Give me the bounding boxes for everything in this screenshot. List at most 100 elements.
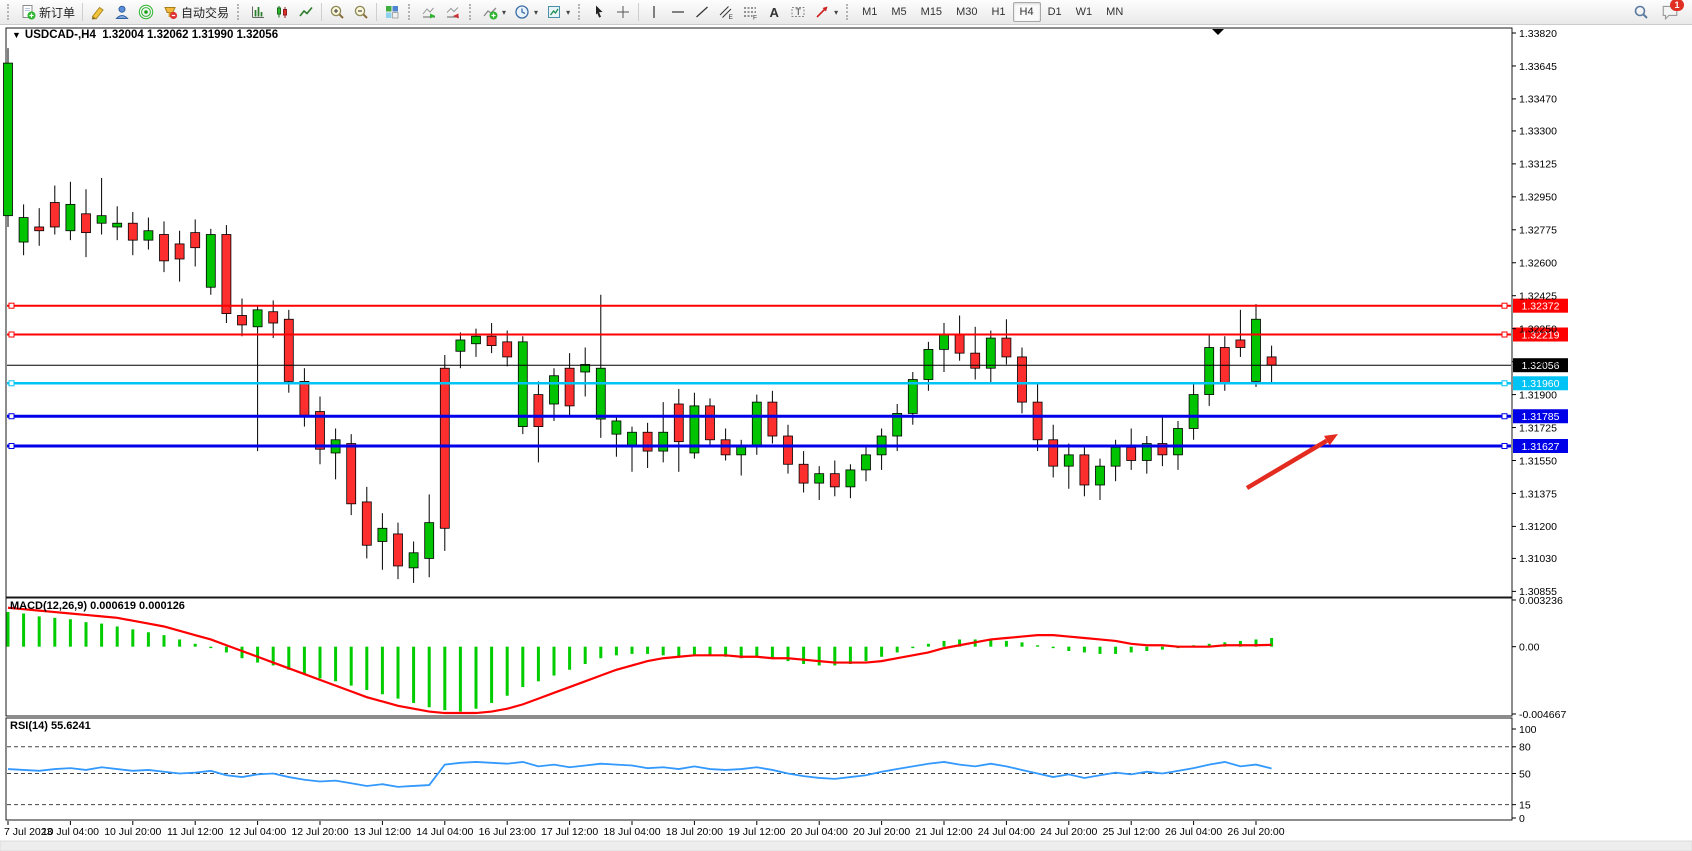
zoom-in-button[interactable] <box>325 1 349 24</box>
candle-body <box>1251 318 1261 382</box>
timeframe-button-d1[interactable]: D1 <box>1047 6 1062 18</box>
auto-scroll-icon <box>421 4 437 20</box>
timeframe-button-h4[interactable]: H4 <box>1012 2 1041 22</box>
macd-histogram-bar <box>552 646 556 676</box>
candle-body <box>424 522 435 559</box>
auto-scroll-button[interactable] <box>417 1 441 24</box>
date-axis-label: 14 Jul 04:00 <box>416 826 473 838</box>
macd-axis-label: 0.00 <box>1519 641 1540 653</box>
text-button[interactable]: A <box>762 1 786 24</box>
chart-collapse-icon[interactable]: ▼ <box>12 30 21 40</box>
date-axis-label: 7 Jul 2023 <box>4 826 53 838</box>
rsi-axis-label: 15 <box>1519 799 1531 811</box>
timeframe-button-mn[interactable]: MN <box>1106 6 1124 18</box>
timeframe-button-h1[interactable]: H1 <box>991 6 1006 18</box>
crosshair-button[interactable] <box>611 1 635 24</box>
price-line-handle[interactable] <box>8 442 15 449</box>
price-line-handle[interactable] <box>8 380 15 387</box>
line-chart-button[interactable] <box>294 1 318 24</box>
price-line-handle[interactable] <box>1501 302 1508 309</box>
new-order-button[interactable]: 新订单 <box>16 1 79 24</box>
timeframe-button-m30[interactable]: M30 <box>956 6 978 18</box>
text-label-button[interactable]: T <box>786 1 810 24</box>
rsi-pane[interactable] <box>5 717 1513 821</box>
macd-histogram-bar <box>1129 646 1133 653</box>
candle-body <box>205 234 216 288</box>
chat-button[interactable]: 1 <box>1661 0 1684 21</box>
chart-shift-marker-icon[interactable] <box>1212 29 1224 35</box>
cursor-button[interactable] <box>587 1 611 24</box>
price-line-handle[interactable] <box>1501 442 1508 449</box>
chart-ohlc-values: 1.32004 1.32062 1.31990 1.32056 <box>102 29 279 41</box>
signal-button[interactable] <box>134 1 158 24</box>
candlestick-button[interactable] <box>270 1 294 24</box>
indicators-button[interactable]: ▾ <box>478 1 510 24</box>
candle-body <box>533 394 544 427</box>
candle-body <box>1235 339 1246 348</box>
vline-button[interactable] <box>642 1 666 24</box>
candle-body <box>829 473 840 488</box>
periods-button[interactable]: ▾ <box>510 1 542 24</box>
chart-symbol-period: USDCAD-,H4 <box>24 29 96 41</box>
macd-histogram-bar <box>630 646 634 654</box>
cursor-icon <box>591 4 607 20</box>
search-button[interactable] <box>1629 1 1653 24</box>
trend-annotation-arrowhead[interactable] <box>1324 434 1338 446</box>
auto-trading-button[interactable]: 自动交易 <box>158 1 233 24</box>
chart-shift-button[interactable] <box>441 1 465 24</box>
price-line-handle[interactable] <box>1501 413 1508 420</box>
channel-button[interactable]: E <box>714 1 738 24</box>
zoom-out-button[interactable] <box>349 1 373 24</box>
candle-body <box>595 367 606 420</box>
macd-histogram-bar <box>802 646 806 664</box>
price-axis-label: 1.30855 <box>1519 586 1557 598</box>
auto-trading-button-label: 自动交易 <box>181 5 230 20</box>
timeframe-button-w1[interactable]: W1 <box>1075 6 1093 18</box>
price-line-handle[interactable] <box>8 413 15 420</box>
main-chart-pane[interactable] <box>5 27 1513 598</box>
price-tag-text: 1.32372 <box>1522 300 1560 312</box>
macd-histogram-bar <box>677 646 681 657</box>
macd-histogram-bar <box>412 646 416 703</box>
candle-body <box>798 463 809 484</box>
timeframe-button-m15[interactable]: M15 <box>920 6 943 18</box>
rsi-axis-label: 100 <box>1519 724 1537 736</box>
macd-histogram-bar <box>22 613 26 647</box>
templates-button[interactable]: ▾ <box>542 1 574 24</box>
candle-body <box>471 335 481 345</box>
hline-button[interactable] <box>666 1 690 24</box>
trend-annotation-arrow[interactable] <box>1245 438 1328 490</box>
price-line-handle[interactable] <box>1501 331 1508 338</box>
candle-body <box>611 420 622 435</box>
price-line-handle[interactable] <box>8 331 15 338</box>
templates-icon <box>546 4 562 20</box>
candle-body <box>1032 401 1043 441</box>
price-axis-label: 1.32775 <box>1519 225 1557 237</box>
macd-histogram-bar <box>287 646 291 670</box>
macd-histogram-bar <box>427 646 431 708</box>
arrows-button[interactable]: ▾ <box>810 1 842 24</box>
tile-windows-button[interactable] <box>380 1 404 24</box>
timeframe-button-m1[interactable]: M1 <box>862 6 878 18</box>
styler-button[interactable] <box>86 1 110 24</box>
candle-body <box>1063 454 1074 467</box>
toolbar-separator <box>82 3 84 21</box>
macd-histogram-bar <box>1004 640 1008 647</box>
timeframe-button-m5[interactable]: M5 <box>891 6 907 18</box>
candle-body <box>361 501 372 546</box>
new-order-button-label: 新订单 <box>39 5 76 20</box>
trendline-button[interactable] <box>690 1 714 24</box>
price-axis-label: 1.32600 <box>1519 258 1557 270</box>
profile-button[interactable] <box>110 1 134 24</box>
candle-body <box>1204 347 1215 395</box>
price-axis-label: 1.33470 <box>1519 94 1557 106</box>
price-line-handle[interactable] <box>8 302 15 309</box>
macd-histogram-bar <box>318 646 322 679</box>
candle-body <box>346 443 357 505</box>
toolbar-grip <box>469 4 474 20</box>
bar-chart-button[interactable] <box>246 1 270 24</box>
fibonacci-button[interactable]: F <box>738 1 762 24</box>
candle-body <box>689 405 700 454</box>
price-line-handle[interactable] <box>1501 380 1508 387</box>
